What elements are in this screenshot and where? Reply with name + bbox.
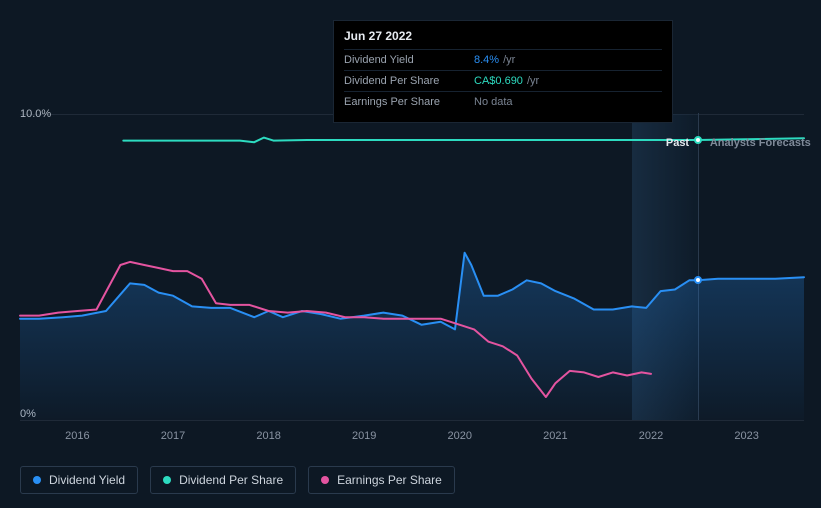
line-dividend-per-share[interactable]	[123, 138, 698, 143]
legend: Dividend Yield Dividend Per Share Earnin…	[20, 466, 455, 494]
y-gridline-bottom	[20, 420, 804, 421]
legend-dot-icon	[321, 476, 329, 484]
tooltip-row: Dividend Yield8.4%/yr	[344, 49, 662, 70]
series-lines[interactable]	[20, 113, 804, 420]
legend-item-earnings-per-share[interactable]: Earnings Per Share	[308, 466, 455, 494]
dividend-chart: 10.0% 0% Past Analysts Forecasts 2016201…	[0, 0, 821, 508]
tooltip-date: Jun 27 2022	[344, 29, 662, 43]
legend-item-dividend-yield[interactable]: Dividend Yield	[20, 466, 138, 494]
legend-label: Earnings Per Share	[337, 473, 442, 487]
x-axis-tick: 2018	[256, 430, 280, 442]
forecasts-label: Analysts Forecasts	[710, 137, 811, 149]
x-axis-tick: 2019	[352, 430, 376, 442]
line-dividend-yield-forecast[interactable]	[698, 277, 804, 280]
x-axis-tick: 2023	[734, 430, 758, 442]
marker-dividend-per-share	[694, 136, 702, 144]
tooltip-row: Dividend Per ShareCA$0.690/yr	[344, 70, 662, 91]
past-label: Past	[666, 137, 689, 149]
legend-label: Dividend Yield	[49, 473, 125, 487]
line-earnings-per-share[interactable]	[20, 262, 651, 397]
legend-dot-icon	[33, 476, 41, 484]
x-axis-tick: 2017	[161, 430, 185, 442]
x-axis-tick: 2022	[639, 430, 663, 442]
tooltip-row: Earnings Per ShareNo data	[344, 91, 662, 112]
x-axis-tick: 2020	[448, 430, 472, 442]
tooltip: Jun 27 2022 Dividend Yield8.4%/yrDividen…	[333, 20, 673, 123]
x-axis-tick: 2021	[543, 430, 567, 442]
legend-dot-icon	[163, 476, 171, 484]
marker-dividend-yield	[694, 276, 702, 284]
x-axis-tick: 2016	[65, 430, 89, 442]
x-axis-labels: 2016 2017 2018 2019 2020 2021 2022 2023	[20, 430, 804, 450]
legend-label: Dividend Per Share	[179, 473, 283, 487]
legend-item-dividend-per-share[interactable]: Dividend Per Share	[150, 466, 296, 494]
